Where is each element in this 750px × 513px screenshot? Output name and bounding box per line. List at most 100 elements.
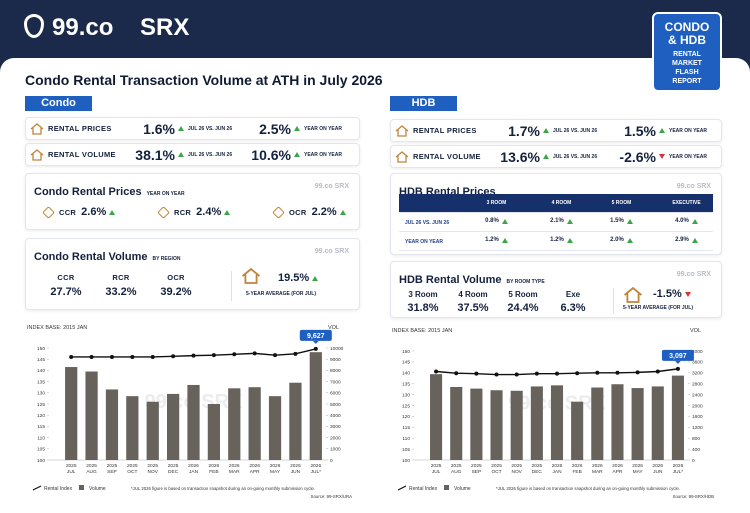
house-shape: [624, 286, 642, 303]
x-tick-label: 2025 SEP: [471, 463, 482, 475]
x-tick-line: OCT: [127, 469, 137, 475]
x-tick-line: SEP: [107, 469, 117, 475]
trend-arrow: [691, 237, 698, 243]
table-cell: 1.2%: [469, 237, 524, 243]
trend-arrow: [178, 126, 184, 131]
cell: 1.5%: [617, 123, 669, 139]
x-tick-label: 2025 DEC: [168, 463, 179, 475]
y2-tick-label: 800: [692, 436, 700, 442]
y-tick-label: 125: [37, 402, 45, 408]
cell: JUL 26 VS. JUN 26: [553, 154, 617, 160]
card: RENTAL PRICES 1.6% JUL 26 VS. JUN 26 2.5% YE…: [25, 117, 360, 140]
x-tick-label: 2026 JUN: [652, 463, 663, 475]
house-icon: [30, 122, 44, 135]
section-tag: Condo: [25, 96, 92, 111]
bar: [470, 388, 483, 460]
table-header: 3 ROOM 4 ROOM 5 ROOM EXECUTIVE: [399, 194, 713, 213]
trend-arrow: [224, 209, 231, 215]
line-point: [534, 371, 539, 376]
metric-value: 1.6%: [143, 120, 175, 137]
badge-subtitle: RENTAL MARKET FLASH REPORT: [672, 51, 702, 85]
metric-period: YEAR ON YEAR: [669, 127, 707, 134]
room-value: 24.4%: [507, 302, 539, 314]
y2-tick-label: 10000: [330, 346, 344, 352]
x-tick-line: 2026: [188, 463, 199, 469]
legend-swatch: [444, 485, 449, 490]
bar: [187, 384, 200, 460]
room-value: 37.5%: [457, 302, 489, 314]
cell-value: 0.8%: [485, 218, 499, 224]
line-point: [293, 351, 298, 356]
x-tick-line: JUL*: [311, 469, 322, 475]
cell: [391, 150, 413, 163]
x-tick-line: APR: [250, 469, 260, 475]
x-tick-line: NOV: [511, 469, 522, 475]
x-tick-line: JAN: [189, 469, 199, 475]
legend-label: Volume: [454, 486, 471, 492]
table-row: YEAR ON YEAR 1.2% 1.2% 2.0% 2.9%: [399, 232, 713, 251]
cell: 10.6%: [251, 147, 304, 163]
watermark: 99.co SRX: [676, 183, 711, 190]
column-header: 3 ROOM: [486, 200, 507, 206]
line-point: [555, 371, 559, 376]
line-point: [252, 351, 257, 356]
metric-label: RENTAL VOLUME: [413, 152, 481, 161]
line-point: [675, 366, 680, 371]
x-tick-line: 2026: [572, 463, 583, 469]
region-name: OCR: [289, 207, 307, 217]
trend-arrow: [501, 218, 508, 224]
y2-tick-label: 0: [692, 458, 695, 464]
x-tick-label: 2025 AUG: [86, 463, 97, 475]
cell: YEAR ON YEAR: [669, 128, 719, 134]
cell: [391, 124, 413, 137]
callout-pointer: [312, 340, 319, 344]
column-header: 4 ROOM: [551, 200, 572, 206]
x-tick-label: 2025 DEC: [532, 463, 543, 475]
card: RENTAL VOLUME 38.1% JUL 26 VS. JUN 26 10.6%…: [25, 143, 360, 166]
metric-label: RENTAL PRICES: [48, 124, 112, 133]
line-point: [313, 346, 318, 351]
metric-label: RENTAL VOLUME: [48, 150, 116, 159]
y2-tick-label: 2800: [692, 382, 703, 388]
table-cell: 2.1%: [534, 218, 589, 224]
trend-arrow: [312, 275, 319, 281]
x-tick-line: 2026: [290, 463, 301, 469]
trend-arrow: [691, 218, 698, 224]
bar: [490, 390, 503, 460]
cell-value: 1.2%: [550, 237, 564, 243]
region-name: RCR: [174, 207, 192, 217]
y-tick-label: 105: [37, 447, 45, 453]
x-tick-line: JUN: [291, 469, 301, 475]
room-item: 3 Room 31.8%: [401, 290, 445, 314]
line-point: [595, 370, 600, 375]
line-point: [191, 353, 196, 358]
tag-icon: [42, 205, 55, 219]
divider: [613, 288, 614, 314]
cell-value: 1.2%: [485, 237, 499, 243]
logo: 99.co: [52, 14, 114, 41]
x-tick-line: JUL: [432, 469, 441, 475]
metric-value: 13.6%: [500, 148, 540, 165]
bar: [611, 384, 624, 460]
cell: JUL 26 VS. JUN 26: [188, 152, 252, 158]
x-tick-label: 2026 FEB: [572, 463, 583, 475]
y2-tick-label: 3200: [692, 371, 703, 377]
region-item: OCR 39.2%: [154, 273, 198, 298]
divider: [231, 271, 232, 301]
trend-arrow: [543, 154, 549, 159]
metric-row: RENTAL VOLUME 13.6% JUL 26 VS. JUN 26 -2.6%…: [391, 146, 721, 167]
y-tick-label: 135: [402, 382, 410, 388]
tag-icon: [157, 205, 170, 219]
region-item: CCR 2.6%: [42, 205, 116, 219]
region-value: 2.4%: [196, 206, 222, 218]
x-tick-line: 2025: [431, 463, 442, 469]
x-tick-label: 2025 NOV: [511, 463, 522, 475]
line-point: [89, 354, 94, 359]
x-tick-label: 2026 MAR: [229, 463, 240, 475]
y-axis-label: INDEX BASE: 2015 JAN: [27, 325, 87, 331]
x-tick-line: 2025: [168, 463, 179, 469]
x-tick-line: 2025: [532, 463, 543, 469]
room-value: 6.3%: [560, 302, 586, 314]
house-icon: [395, 124, 409, 137]
trend-arrow: [659, 128, 665, 133]
